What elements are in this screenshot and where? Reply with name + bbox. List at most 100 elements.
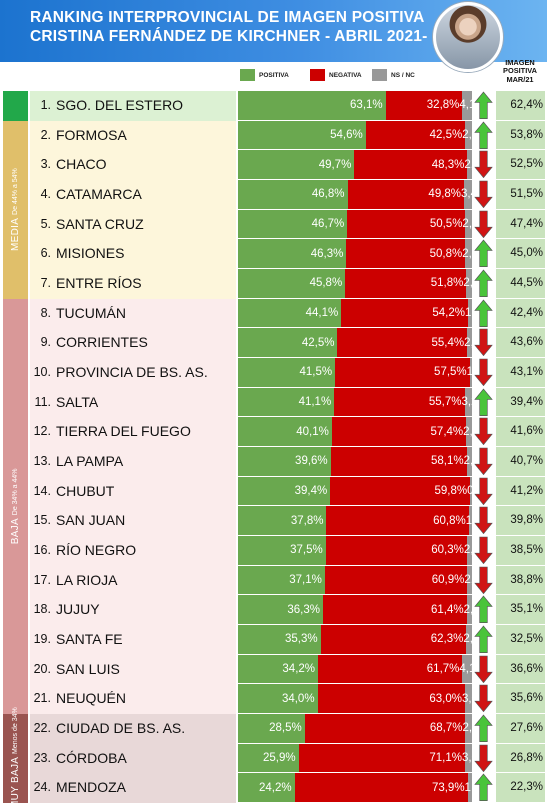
row-label-bg [30, 268, 236, 299]
image-header-line-3: MAR/21 [506, 74, 534, 84]
image-positive-prev: 52,5% [496, 150, 545, 180]
stacked-bar: 37,1% 60,9% 2,0 [238, 565, 480, 595]
bar-negative: 71,1% [298, 743, 465, 773]
stacked-bar: 28,5% 68,7% 2,8 [238, 713, 478, 743]
trend-arrow-shape [474, 417, 493, 446]
row-rank: 3. [40, 157, 51, 172]
arrow-up-icon [474, 121, 493, 149]
bar-positive-label: 39,6% [295, 455, 328, 468]
bar-positive-label: 44,1% [305, 306, 339, 319]
image-positive-prev-value: 38,8% [510, 573, 543, 586]
bar-positive: 39,4% [238, 476, 331, 506]
trend-arrow-shape [474, 744, 493, 772]
bar-positive-label: 36,3% [287, 603, 320, 616]
image-positive-prev-value: 44,5% [510, 276, 543, 289]
row-province-name: SAN LUIS [56, 660, 120, 677]
band-range: Menos de 34% [12, 707, 19, 755]
stacked-bar: 44,1% 54,2% 1,7 [238, 298, 481, 328]
row-rank: 18. [33, 602, 51, 617]
image-positive-prev: 40,7% [496, 446, 545, 477]
image-positive-prev-value: 53,8% [510, 128, 543, 141]
stacked-bar: 41,5% 57,5% 1,0 [238, 357, 483, 387]
stacked-bar: 39,6% 58,1% 2,3 [238, 446, 480, 476]
bar-negative: 51,8% [345, 268, 467, 298]
row-province-name: CHUBUT [56, 482, 115, 499]
bar-positive-label: 63,1% [350, 99, 383, 112]
image-header-line-2: POSITIVA [503, 66, 537, 76]
image-positive-prev-value: 22,3% [510, 781, 543, 794]
image-positive-prev: 62,4% [496, 91, 545, 121]
arrow-down-icon [474, 506, 493, 535]
row-label-bg [30, 743, 236, 774]
row-label-bg [30, 417, 236, 447]
arrow-down-icon [474, 536, 493, 565]
bar-negative: 60,9% [324, 565, 468, 595]
bar-positive-label: 37,8% [290, 514, 324, 527]
row-rank: 1. [40, 98, 51, 112]
bar-positive-label: 34,0% [281, 692, 315, 705]
stacked-bar: 34,0% 63,0% 3,0 [238, 684, 478, 713]
bar-ns: 1,9 [465, 773, 481, 802]
bar-ns: 2,4 [463, 624, 479, 654]
bar-negative-label: 68,7% [429, 722, 463, 735]
image-positive-prev-value: 36,6% [510, 662, 543, 675]
row-rank: 24. [33, 780, 51, 795]
bar-positive-label: 46,8% [311, 188, 345, 201]
bar-ns: 2,0 [464, 565, 480, 595]
bar-negative-label: 57,4% [430, 425, 464, 438]
bar-positive: 63,1% [238, 91, 386, 120]
bar-negative: 49,8% [347, 179, 465, 209]
trend-arrow-shape [474, 447, 493, 476]
stacked-bar: 63,1% 32,8% 4,1 [238, 91, 475, 120]
bar-positive-label: 41,5% [299, 366, 333, 379]
bar-negative: 50,8% [346, 239, 466, 268]
bar-ns-label: 2,9 [462, 247, 479, 260]
bar-positive-label: 49,7% [318, 158, 352, 171]
stacked-bar: 37,8% 60,8% 1,4 [238, 506, 482, 535]
title-line-2: CRISTINA FERNÁNDEZ DE KIRCHNER - ABRIL 2… [30, 28, 428, 45]
band-title: MUY BAJA [10, 757, 21, 810]
trend-arrow-shape [474, 536, 493, 565]
bar-negative: 57,5% [335, 357, 470, 387]
image-positive-prev-value: 41,2% [510, 484, 543, 497]
image-positive-prev-value: 42,4% [510, 306, 543, 319]
bar-ns: 2,3 [464, 595, 480, 624]
image-positive-prev-value: 40,7% [510, 454, 543, 467]
bar-negative-label: 49,8% [428, 188, 462, 201]
row-rank: 17. [33, 572, 51, 587]
bar-negative-label: 51,8% [430, 277, 464, 290]
stacked-bar: 54,6% 42,5% 2,9 [238, 120, 478, 150]
row-label-bg [30, 624, 236, 655]
row-province-name: CORRIENTES [56, 334, 148, 351]
bar-ns: 1,7 [465, 298, 481, 328]
row-province-name: SANTA CRUZ [56, 215, 144, 232]
image-positive-prev: 51,5% [496, 179, 545, 210]
trend-arrow-shape [474, 477, 493, 505]
row-rank: 13. [33, 453, 51, 468]
row-label-bg [30, 298, 236, 329]
bar-positive-label: 46,3% [310, 247, 344, 260]
bar-negative: 48,3% [354, 150, 468, 179]
row-label-bg [30, 565, 236, 596]
bar-positive-label: 37,5% [290, 544, 323, 557]
band-muy-baja: MUY BAJA Menos de 34% [3, 707, 28, 809]
bar-negative-label: 42,5% [429, 128, 463, 141]
row-province-name: SALTA [56, 393, 99, 410]
bar-ns: 2,9 [462, 239, 478, 268]
bar-ns: 2,3 [464, 446, 480, 476]
image-positive-prev: 39,4% [496, 387, 545, 418]
bar-negative-label: 48,3% [431, 158, 465, 171]
portrait-photo [433, 2, 503, 72]
row-label-bg [30, 446, 236, 477]
arrow-up-icon [474, 625, 493, 653]
stacked-bar: 41,1% 55,7% 3,2 [238, 387, 478, 417]
row-rank: 20. [33, 661, 51, 676]
stacked-bar: 46,3% 50,8% 2,9 [238, 239, 478, 268]
image-positive-prev-value: 32,5% [510, 632, 543, 645]
bar-ns: 2,9 [462, 120, 478, 150]
stacked-bar: 46,7% 50,5% 2,8 [238, 209, 478, 239]
bar-negative-label: 59,8% [434, 484, 468, 497]
bar-ns-label: 3,4 [461, 188, 478, 201]
bar-ns: 2,4 [463, 268, 479, 298]
bar-negative-label: 73,9% [431, 781, 465, 794]
